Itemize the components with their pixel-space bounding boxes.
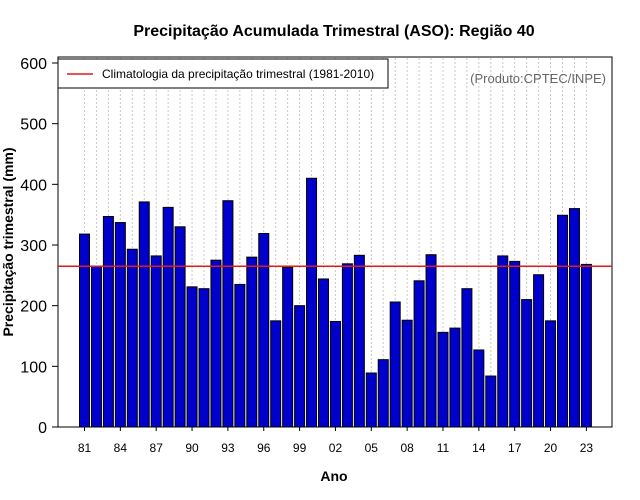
y-tick-label: 0	[38, 420, 47, 437]
bar-2007	[389, 301, 401, 428]
bar-2006	[377, 359, 389, 428]
legend-box	[57, 58, 389, 89]
bar-1998	[282, 266, 294, 428]
x-tick-label: 14	[472, 441, 486, 455]
bar-1997	[270, 320, 282, 428]
x-tick-label: 93	[221, 441, 235, 455]
chart-title: Precipitação Acumulada Trimestral (ASO):…	[133, 23, 534, 40]
bar-1995	[246, 256, 258, 428]
bar-2011	[437, 331, 449, 428]
bar-1992	[210, 259, 222, 428]
bar-2013	[461, 288, 473, 428]
x-tick-label: 08	[400, 441, 414, 455]
bar-2023	[580, 263, 592, 428]
bar-1990	[186, 286, 198, 428]
bar-1984	[114, 222, 126, 428]
bar-1981	[79, 233, 90, 428]
bar-2015	[485, 375, 497, 428]
bar-2014	[473, 349, 485, 428]
bar-2012	[449, 327, 461, 428]
bar-2009	[413, 280, 425, 428]
x-tick-label: 23	[580, 441, 594, 455]
bar-2017	[509, 260, 521, 428]
bar-2021	[557, 214, 568, 428]
bar-1985	[126, 248, 138, 428]
bar-1983	[102, 215, 114, 428]
bar-2001	[318, 278, 329, 428]
bars-group	[79, 177, 592, 428]
x-tick-label: 96	[257, 441, 271, 455]
x-tick-label: 99	[293, 441, 307, 455]
bar-1994	[234, 283, 246, 428]
bar-2020	[545, 320, 557, 428]
x-tick-label: 20	[544, 441, 558, 455]
bar-2005	[365, 372, 377, 428]
x-tick-label: 05	[365, 441, 379, 455]
x-axis: 81 84 87 90 93 96 99 02 05 08 11 14 17 20 23	[78, 427, 594, 455]
bar-1991	[198, 288, 210, 428]
bar-2000	[306, 177, 318, 428]
x-tick-label: 11	[437, 441, 450, 455]
y-axis: 0 100 200 300 400 500 600	[20, 56, 58, 437]
bar-2016	[497, 255, 509, 428]
y-tick-label: 300	[20, 238, 47, 255]
bar-1986	[138, 201, 150, 428]
x-axis-label: Ano	[320, 468, 347, 484]
bar-2002	[329, 320, 341, 428]
bar-2003	[341, 263, 353, 428]
y-tick-label: 400	[20, 177, 47, 194]
bar-1993	[222, 200, 234, 428]
y-tick-label: 500	[20, 117, 47, 134]
bar-1989	[174, 226, 186, 428]
bar-2004	[353, 254, 365, 428]
bar-2018	[521, 299, 533, 428]
bar-2010	[425, 254, 437, 428]
bar-1987	[150, 255, 162, 428]
x-tick-label: 90	[185, 441, 199, 455]
y-tick-label: 200	[20, 299, 47, 316]
bar-1999	[294, 305, 306, 428]
y-tick-label: 600	[20, 56, 47, 73]
x-tick-label: 02	[329, 441, 343, 455]
x-tick-label: 81	[78, 441, 92, 455]
bar-1996	[258, 232, 270, 428]
bar-2008	[401, 319, 413, 428]
bar-1988	[162, 206, 174, 428]
y-axis-label: Precipitação trimestral (mm)	[0, 147, 16, 336]
bar-2019	[533, 274, 545, 428]
x-tick-label: 87	[150, 441, 164, 455]
bar-1982	[90, 265, 102, 428]
legend: Climatologia da precipitação trimestral …	[57, 58, 389, 89]
y-tick-label: 100	[20, 359, 47, 376]
legend-entry-climatology: Climatologia da precipitação trimestral …	[102, 67, 374, 81]
x-tick-label: 84	[114, 441, 128, 455]
bar-2022	[568, 208, 580, 428]
product-credit: (Produto:CPTEC/INPE)	[470, 71, 606, 86]
x-tick-label: 17	[508, 441, 522, 455]
